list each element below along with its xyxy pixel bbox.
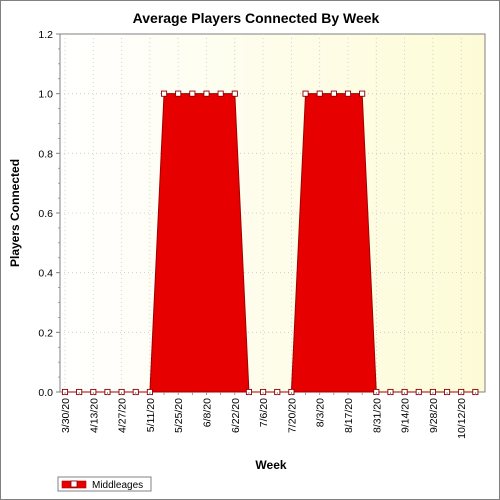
data-point xyxy=(203,90,210,97)
legend-marker-icon xyxy=(70,480,78,488)
data-point xyxy=(330,90,337,97)
grid xyxy=(60,34,485,392)
x-tick-label: 5/11/20 xyxy=(145,398,157,432)
x-tick-label: 10/12/20 xyxy=(456,398,468,439)
data-point xyxy=(217,90,224,97)
y-tick-label: 0.8 xyxy=(38,148,53,160)
x-tick-label: 7/6/20 xyxy=(258,398,270,427)
x-tick-label: 4/27/20 xyxy=(117,398,129,433)
y-axis-label: Players Connected xyxy=(8,159,22,267)
x-tick-label: 8/17/20 xyxy=(343,398,355,433)
data-point xyxy=(189,90,196,97)
x-tick-label: 5/25/20 xyxy=(173,398,185,433)
y-tick-label: 1.0 xyxy=(38,89,53,101)
y-tick-label: 1.2 xyxy=(38,29,53,41)
data-point xyxy=(302,90,309,97)
x-tick-label: 9/28/20 xyxy=(428,398,440,433)
axes xyxy=(56,33,476,395)
legend-entry-middleages: Middleages xyxy=(92,480,143,491)
x-tick-labels: 3/30/20 4/13/20 4/27/20 5/11/20 5/25/20 6/8/2… xyxy=(60,398,468,439)
y-tick-label: 0.2 xyxy=(38,327,53,339)
x-tick-label: 4/13/20 xyxy=(88,398,100,433)
y-tick-label: 0.4 xyxy=(38,268,53,280)
data-point xyxy=(316,90,323,97)
x-axis-label: Week xyxy=(255,458,286,472)
y-tick-labels: 0.0 0.2 0.4 0.6 0.8 1.0 1.2 xyxy=(38,29,53,399)
x-tick-label: 8/31/20 xyxy=(371,398,383,433)
x-tick-label: 9/14/20 xyxy=(400,398,412,433)
data-point xyxy=(344,90,352,97)
legend: Middleages xyxy=(57,476,152,492)
x-tick-label: 6/8/20 xyxy=(202,398,214,427)
data-point xyxy=(160,90,168,97)
data-point xyxy=(175,90,182,97)
x-tick-label: 8/3/20 xyxy=(315,398,327,427)
data-point xyxy=(359,90,366,97)
x-tick-label: 6/22/20 xyxy=(230,398,242,433)
x-tick-label: 7/20/20 xyxy=(286,398,298,433)
y-tick-label: 0.6 xyxy=(38,208,53,220)
x-tick-label: 3/30/20 xyxy=(60,398,72,433)
data-point xyxy=(231,90,238,97)
chart-title: Average Players Connected By Week xyxy=(133,10,380,26)
y-tick-label: 0.0 xyxy=(38,387,53,399)
